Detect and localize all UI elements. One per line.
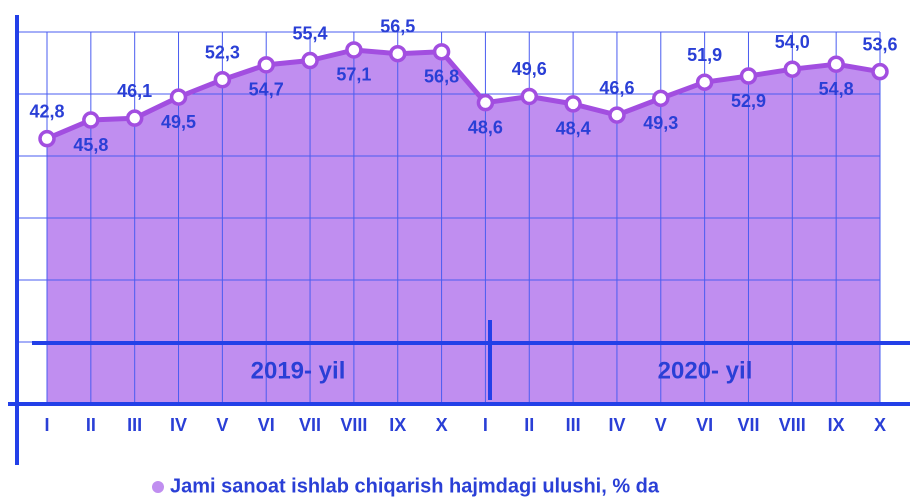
x-tick-label: I — [483, 415, 488, 435]
marker — [345, 41, 363, 59]
x-tick-label: VIII — [340, 415, 367, 435]
x-tick-label: III — [127, 415, 142, 435]
data-label: 46,1 — [117, 81, 152, 101]
data-label: 54,7 — [249, 80, 284, 100]
group-label: 2020- yil — [658, 357, 753, 384]
marker — [476, 93, 495, 112]
marker — [783, 60, 802, 78]
x-tick-label: IV — [170, 415, 187, 435]
marker — [169, 88, 188, 106]
x-tick-label: IX — [828, 415, 845, 435]
x-tick-label: VI — [696, 415, 713, 435]
data-label: 56,5 — [380, 16, 415, 36]
data-label: 52,9 — [731, 91, 766, 111]
data-label: 42,8 — [29, 101, 64, 121]
marker — [213, 70, 232, 89]
x-tick-label: IX — [389, 415, 406, 435]
x-tick-label: I — [44, 415, 49, 435]
marker — [125, 109, 144, 127]
marker — [82, 111, 100, 129]
data-label: 46,6 — [599, 78, 634, 98]
legend-label: Jami sanoat ishlab chiqarish hajmdagi ul… — [170, 475, 660, 497]
x-tick-label: VII — [299, 415, 321, 435]
data-label: 48,4 — [556, 119, 591, 139]
data-label: 51,9 — [687, 45, 722, 65]
marker — [388, 44, 407, 63]
data-label: 49,5 — [161, 112, 196, 132]
data-label: 49,6 — [512, 59, 547, 79]
marker — [564, 95, 582, 113]
area — [47, 50, 880, 404]
data-label: 54,8 — [819, 79, 854, 99]
marker — [827, 55, 845, 73]
x-tick-label: V — [216, 415, 228, 435]
x-tick-label: II — [524, 415, 534, 435]
x-tick-label: VII — [737, 415, 759, 435]
x-tick-label: VI — [258, 415, 275, 435]
marker — [608, 106, 626, 124]
x-tick-label: IV — [608, 415, 625, 435]
marker — [301, 51, 319, 70]
marker — [432, 43, 451, 61]
legend-marker — [152, 481, 164, 493]
marker — [652, 89, 670, 108]
marker — [871, 62, 889, 81]
marker — [695, 73, 714, 91]
data-label: 49,3 — [643, 113, 678, 133]
x-tick-label: II — [86, 415, 96, 435]
data-label: 57,1 — [336, 65, 371, 85]
x-tick-label: III — [566, 415, 581, 435]
data-label: 54,0 — [775, 32, 810, 52]
data-label: 55,4 — [293, 23, 328, 43]
data-label: 45,8 — [73, 135, 108, 155]
x-tick-label: X — [436, 415, 448, 435]
marker — [38, 129, 56, 148]
group-label: 2019- yil — [251, 357, 346, 384]
data-label: 56,8 — [424, 67, 459, 87]
marker — [520, 87, 539, 106]
data-label: 52,3 — [205, 42, 240, 62]
data-label: 48,6 — [468, 117, 503, 137]
marker — [739, 67, 758, 85]
x-tick-label: V — [655, 415, 667, 435]
x-tick-label: VIII — [779, 415, 806, 435]
marker — [257, 56, 275, 74]
data-label: 53,6 — [862, 34, 897, 54]
x-tick-label: X — [874, 415, 886, 435]
